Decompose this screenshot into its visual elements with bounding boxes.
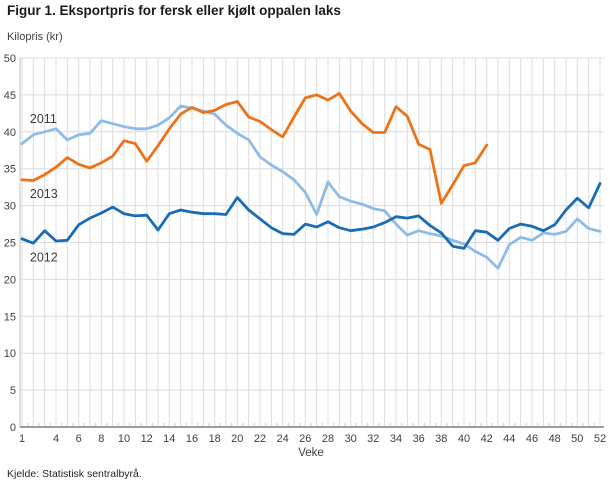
x-axis-tick-label: 24 bbox=[277, 433, 289, 445]
x-axis-tick-label: 1 bbox=[19, 433, 25, 445]
x-axis-tick-label: 36 bbox=[413, 433, 425, 445]
y-axis-tick-label: 0 bbox=[10, 422, 16, 434]
x-axis-tick-label: 6 bbox=[76, 433, 82, 445]
series-label-2013: 2013 bbox=[30, 187, 58, 201]
x-axis-tick-label: 32 bbox=[367, 433, 379, 445]
x-axis-tick-label: 46 bbox=[526, 433, 538, 445]
y-axis-tick-label: 35 bbox=[4, 164, 16, 176]
source-note: Kjelde: Statistisk sentralbyrå. bbox=[7, 468, 142, 480]
series-2012-line bbox=[20, 182, 602, 250]
series-label-2011: 2011 bbox=[30, 112, 57, 126]
x-axis-tick-label: 30 bbox=[345, 433, 357, 445]
series-2013-line bbox=[20, 92, 489, 205]
x-axis-tick-label: 28 bbox=[322, 433, 334, 445]
x-axis-title: Veke bbox=[298, 447, 324, 459]
x-axis-tick-label: 4 bbox=[53, 433, 59, 445]
y-axis-unit-label: Kilopris (kr) bbox=[7, 31, 63, 43]
series-2011-line bbox=[20, 104, 602, 270]
x-axis-tick-label: 20 bbox=[231, 433, 243, 445]
series-label-2012: 2012 bbox=[30, 251, 58, 265]
y-axis-tick-label: 25 bbox=[4, 238, 16, 250]
y-axis-tick-label: 15 bbox=[4, 311, 16, 323]
x-axis-tick-label: 22 bbox=[254, 433, 266, 445]
x-axis-tick-label: 52 bbox=[594, 433, 606, 445]
x-axis-tick-label: 12 bbox=[141, 433, 153, 445]
x-axis-tick-label: 18 bbox=[209, 433, 221, 445]
y-axis-tick-label: 10 bbox=[4, 348, 16, 360]
x-axis-tick-label: 48 bbox=[549, 433, 561, 445]
x-axis-tick-label: 50 bbox=[571, 433, 583, 445]
y-axis-tick-label: 30 bbox=[4, 201, 16, 213]
x-axis-tick-label: 8 bbox=[98, 433, 104, 445]
x-axis-tick-label: 42 bbox=[481, 433, 493, 445]
x-axis-tick-label: 10 bbox=[118, 433, 130, 445]
x-axis-tick-label: 44 bbox=[503, 433, 515, 445]
y-axis-tick-label: 5 bbox=[10, 385, 16, 397]
y-axis-tick-label: 40 bbox=[4, 127, 16, 139]
x-axis-tick-label: 16 bbox=[186, 433, 198, 445]
y-axis-tick-label: 45 bbox=[4, 90, 16, 102]
x-axis-tick-label: 26 bbox=[299, 433, 311, 445]
x-axis-tick-label: 40 bbox=[458, 433, 470, 445]
y-axis-tick-label: 20 bbox=[4, 274, 16, 286]
x-axis-tick-label: 34 bbox=[390, 433, 402, 445]
x-axis-tick-label: 38 bbox=[435, 433, 447, 445]
figure-title: Figur 1. Eksportpris for fersk eller kjø… bbox=[7, 3, 341, 18]
y-axis-tick-label: 50 bbox=[4, 53, 16, 65]
x-axis-tick-label: 14 bbox=[163, 433, 175, 445]
